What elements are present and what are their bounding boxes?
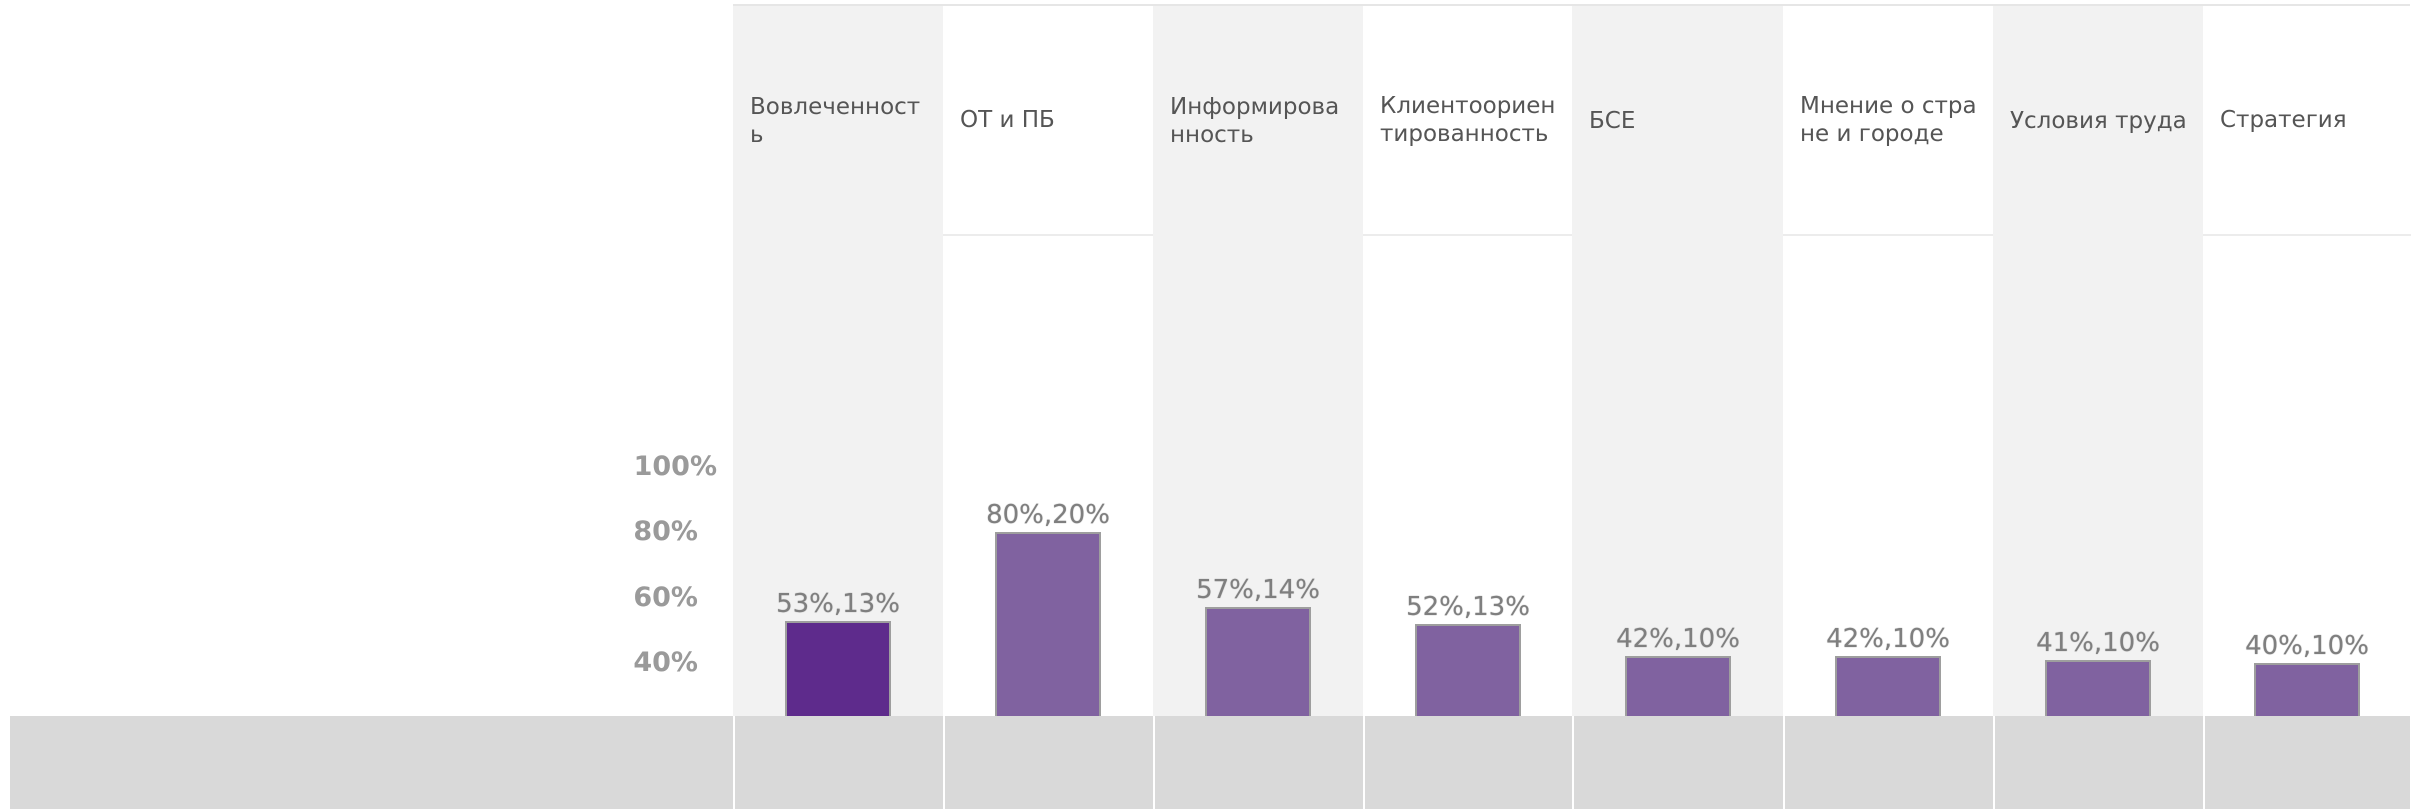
- footer-separator: [943, 716, 945, 809]
- category-header-cell: Клиентоориентированность: [1363, 6, 1572, 236]
- category-label: Условия труда: [2010, 108, 2187, 134]
- bar-data-label: 80%,20%: [986, 500, 1110, 531]
- y-tick-label: 60%: [633, 581, 698, 613]
- category-label: Мнение о стране и городе: [1800, 93, 1977, 147]
- footer-separator: [2203, 716, 2205, 809]
- category-label: Стратегия: [2220, 107, 2347, 133]
- footer-separator: [733, 716, 735, 809]
- category-header-cell: ОТ и ПБ: [943, 6, 1153, 236]
- bar-data-label: 41%,10%: [2036, 627, 2160, 658]
- bar-data-label: 40%,10%: [2245, 631, 2369, 661]
- category-header-cell: БСЕ: [1572, 6, 1783, 236]
- category-header-cell: Условия труда: [1993, 6, 2203, 236]
- bar[interactable]: [1835, 656, 1941, 716]
- category-label: ОТ и ПБ: [960, 107, 1055, 133]
- bar[interactable]: [1415, 623, 1521, 716]
- footer-separator: [1363, 716, 1365, 809]
- chart-footer-band: [10, 716, 2410, 809]
- footer-separator: [1993, 716, 1995, 809]
- bar-data-label: 57%,14%: [1196, 575, 1320, 606]
- y-tick-label: 80%: [633, 516, 698, 548]
- y-tick-label: 100%: [633, 451, 717, 482]
- category-column: Клиентоориентированность 52%,13%: [1363, 6, 1572, 716]
- category-label: Клиентоориентированность: [1380, 93, 1556, 147]
- category-column: Мнение о стране и городе 42%,10%: [1783, 6, 1993, 716]
- chart-top-border: [733, 4, 2410, 6]
- category-column: ОТ и ПБ 80%,20%: [943, 6, 1153, 716]
- y-tick-label: 40%: [633, 647, 698, 678]
- footer-separator: [1783, 716, 1785, 809]
- footer-separator: [1572, 716, 1574, 809]
- bar-data-label: 52%,13%: [1406, 591, 1530, 622]
- category-label: БСЕ: [1589, 108, 1636, 134]
- category-header-cell: Вовлеченность: [733, 6, 943, 236]
- bar[interactable]: [2045, 659, 2151, 716]
- category-label: Вовлеченность: [750, 94, 921, 148]
- category-column: Стратегия 40%,10%: [2203, 6, 2411, 716]
- category-header-cell: Мнение о стране и городе: [1783, 6, 1993, 236]
- bar[interactable]: [785, 620, 891, 716]
- footer-separator: [1153, 716, 1155, 809]
- bar-data-label: 42%,10%: [1826, 624, 1950, 655]
- category-label: Информированность: [1170, 94, 1340, 148]
- bar[interactable]: [2254, 663, 2360, 716]
- bar[interactable]: [1625, 656, 1731, 716]
- bar-data-label: 53%,13%: [776, 588, 900, 619]
- category-column: Вовлеченность 53%,13%: [733, 6, 943, 716]
- category-header-cell: Стратегия: [2203, 6, 2411, 236]
- category-column: Информированность 57%,14%: [1153, 6, 1363, 716]
- bar[interactable]: [995, 532, 1101, 716]
- category-column: Условия труда 41%,10%: [1993, 6, 2203, 716]
- category-header-cell: Информированность: [1153, 6, 1363, 236]
- bar[interactable]: [1205, 607, 1311, 716]
- category-column: БСЕ 42%,10%: [1572, 6, 1783, 716]
- bar-data-label: 42%,10%: [1616, 624, 1740, 655]
